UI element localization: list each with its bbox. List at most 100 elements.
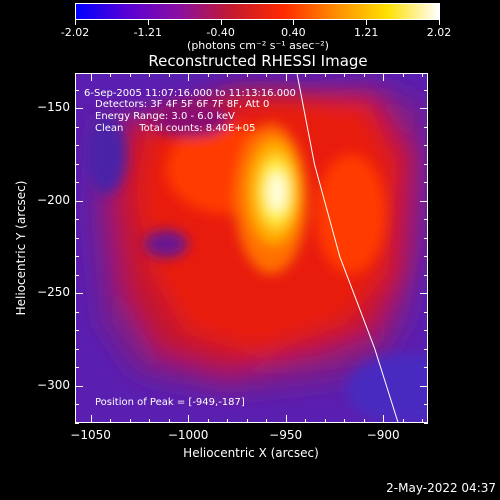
y-minor-tick (75, 311, 79, 313)
x-minor-tick-top (110, 73, 112, 77)
x-minor-tick (305, 419, 307, 423)
y-major-tick (75, 385, 83, 387)
colorbar (75, 3, 440, 20)
x-tick-label: −1000 (167, 428, 209, 442)
colorbar-tick-label: -2.02 (60, 26, 90, 39)
colorbar-tick-label: -1.21 (133, 26, 163, 39)
x-minor-tick (149, 419, 151, 423)
x-minor-tick-top (246, 73, 248, 77)
x-minor-tick-top (149, 73, 151, 77)
x-tick-label: −900 (366, 428, 400, 442)
y-major-tick-right (420, 200, 428, 202)
y-minor-tick-right (424, 367, 428, 369)
y-minor-tick-right (424, 145, 428, 147)
y-minor-tick-right (424, 274, 428, 276)
y-minor-tick-right (424, 311, 428, 313)
info-energy-range: Energy Range: 3.0 - 6.0 keV (95, 111, 235, 122)
colorbar-unit-label: (photons cm⁻² s⁻¹ asec⁻²) (187, 39, 329, 52)
colorbar-tick-label: -0.40 (206, 26, 235, 39)
y-minor-tick-right (424, 237, 428, 239)
y-minor-tick (75, 348, 79, 350)
colorbar-tick (293, 20, 295, 25)
x-tick-label: −1050 (70, 428, 111, 442)
x-minor-tick (129, 419, 131, 423)
y-minor-tick (75, 330, 79, 332)
x-minor-tick-top (168, 73, 170, 77)
y-minor-tick (75, 182, 79, 184)
x-minor-tick (324, 419, 326, 423)
colorbar-tick (220, 20, 222, 25)
y-minor-tick (75, 237, 79, 239)
colorbar-tick-label: 2.02 (426, 26, 452, 39)
x-minor-tick-top (227, 73, 229, 77)
y-major-tick-right (420, 385, 428, 387)
y-major-tick (75, 293, 83, 295)
colorbar-tick (366, 20, 368, 25)
y-minor-tick-right (424, 126, 428, 128)
colorbar-tick-label: 0.40 (281, 26, 306, 39)
x-tick-label: −950 (269, 428, 303, 442)
y-minor-tick (75, 404, 79, 406)
x-minor-tick-top (324, 73, 326, 77)
y-major-tick (75, 200, 83, 202)
y-minor-tick (75, 126, 79, 128)
y-minor-tick-right (424, 404, 428, 406)
info-time-range: 6-Sep-2005 11:07:16.000 to 11:13:16.000 (84, 88, 296, 99)
y-minor-tick-right (424, 256, 428, 258)
x-major-tick-top (285, 73, 287, 81)
x-minor-tick-top (363, 73, 365, 77)
y-tick-label: −250 (37, 285, 70, 300)
y-minor-tick (75, 274, 79, 276)
y-minor-tick-right (424, 163, 428, 165)
x-minor-tick (207, 419, 209, 423)
y-tick-label: −300 (37, 377, 70, 392)
info-method-counts: Clean Total counts: 8.40E+05 (95, 123, 256, 134)
x-major-tick-top (90, 73, 92, 81)
x-major-tick-top (383, 73, 385, 81)
x-minor-tick-top (207, 73, 209, 77)
x-major-tick (90, 415, 92, 423)
image-plot-area (75, 73, 428, 423)
plot-date: 2-May-2022 04:37 (386, 481, 496, 495)
colorbar-tick (439, 20, 440, 25)
y-minor-tick (75, 367, 79, 369)
y-major-tick (75, 108, 83, 110)
x-minor-tick-top (422, 73, 424, 77)
colorbar-tick (75, 20, 76, 25)
x-minor-tick-top (402, 73, 404, 77)
y-minor-tick-right (424, 423, 428, 424)
y-axis-label: Heliocentric Y (arcsec) (14, 180, 28, 316)
y-minor-tick (75, 256, 79, 258)
x-minor-tick (422, 419, 424, 423)
y-major-tick-right (420, 293, 428, 295)
y-minor-tick-right (424, 182, 428, 184)
solar-limb-line (296, 74, 399, 422)
x-minor-tick (402, 419, 404, 423)
x-minor-tick-top (344, 73, 346, 77)
y-major-tick-right (420, 108, 428, 110)
x-minor-tick (168, 419, 170, 423)
y-tick-label: −200 (37, 192, 70, 207)
colorbar-tick (147, 20, 149, 25)
y-minor-tick (75, 219, 79, 221)
x-major-tick (188, 415, 190, 423)
y-minor-tick-right (424, 348, 428, 350)
x-minor-tick (344, 419, 346, 423)
y-minor-tick-right (424, 219, 428, 221)
x-minor-tick (363, 419, 365, 423)
x-minor-tick-top (305, 73, 307, 77)
x-minor-tick-top (266, 73, 268, 77)
x-major-tick (383, 415, 385, 423)
x-minor-tick-top (129, 73, 131, 77)
x-axis-label: Heliocentric X (arcsec) (183, 446, 319, 460)
x-minor-tick (227, 419, 229, 423)
colorbar-tick-label: 1.21 (353, 26, 379, 39)
y-minor-tick (75, 423, 79, 424)
rhessi-image (76, 74, 427, 422)
y-minor-tick (75, 89, 79, 91)
x-minor-tick (246, 419, 248, 423)
y-tick-label: −150 (37, 100, 70, 115)
y-minor-tick-right (424, 89, 428, 91)
x-major-tick-top (188, 73, 190, 81)
plot-title: Reconstructed RHESSI Image (148, 52, 368, 70)
